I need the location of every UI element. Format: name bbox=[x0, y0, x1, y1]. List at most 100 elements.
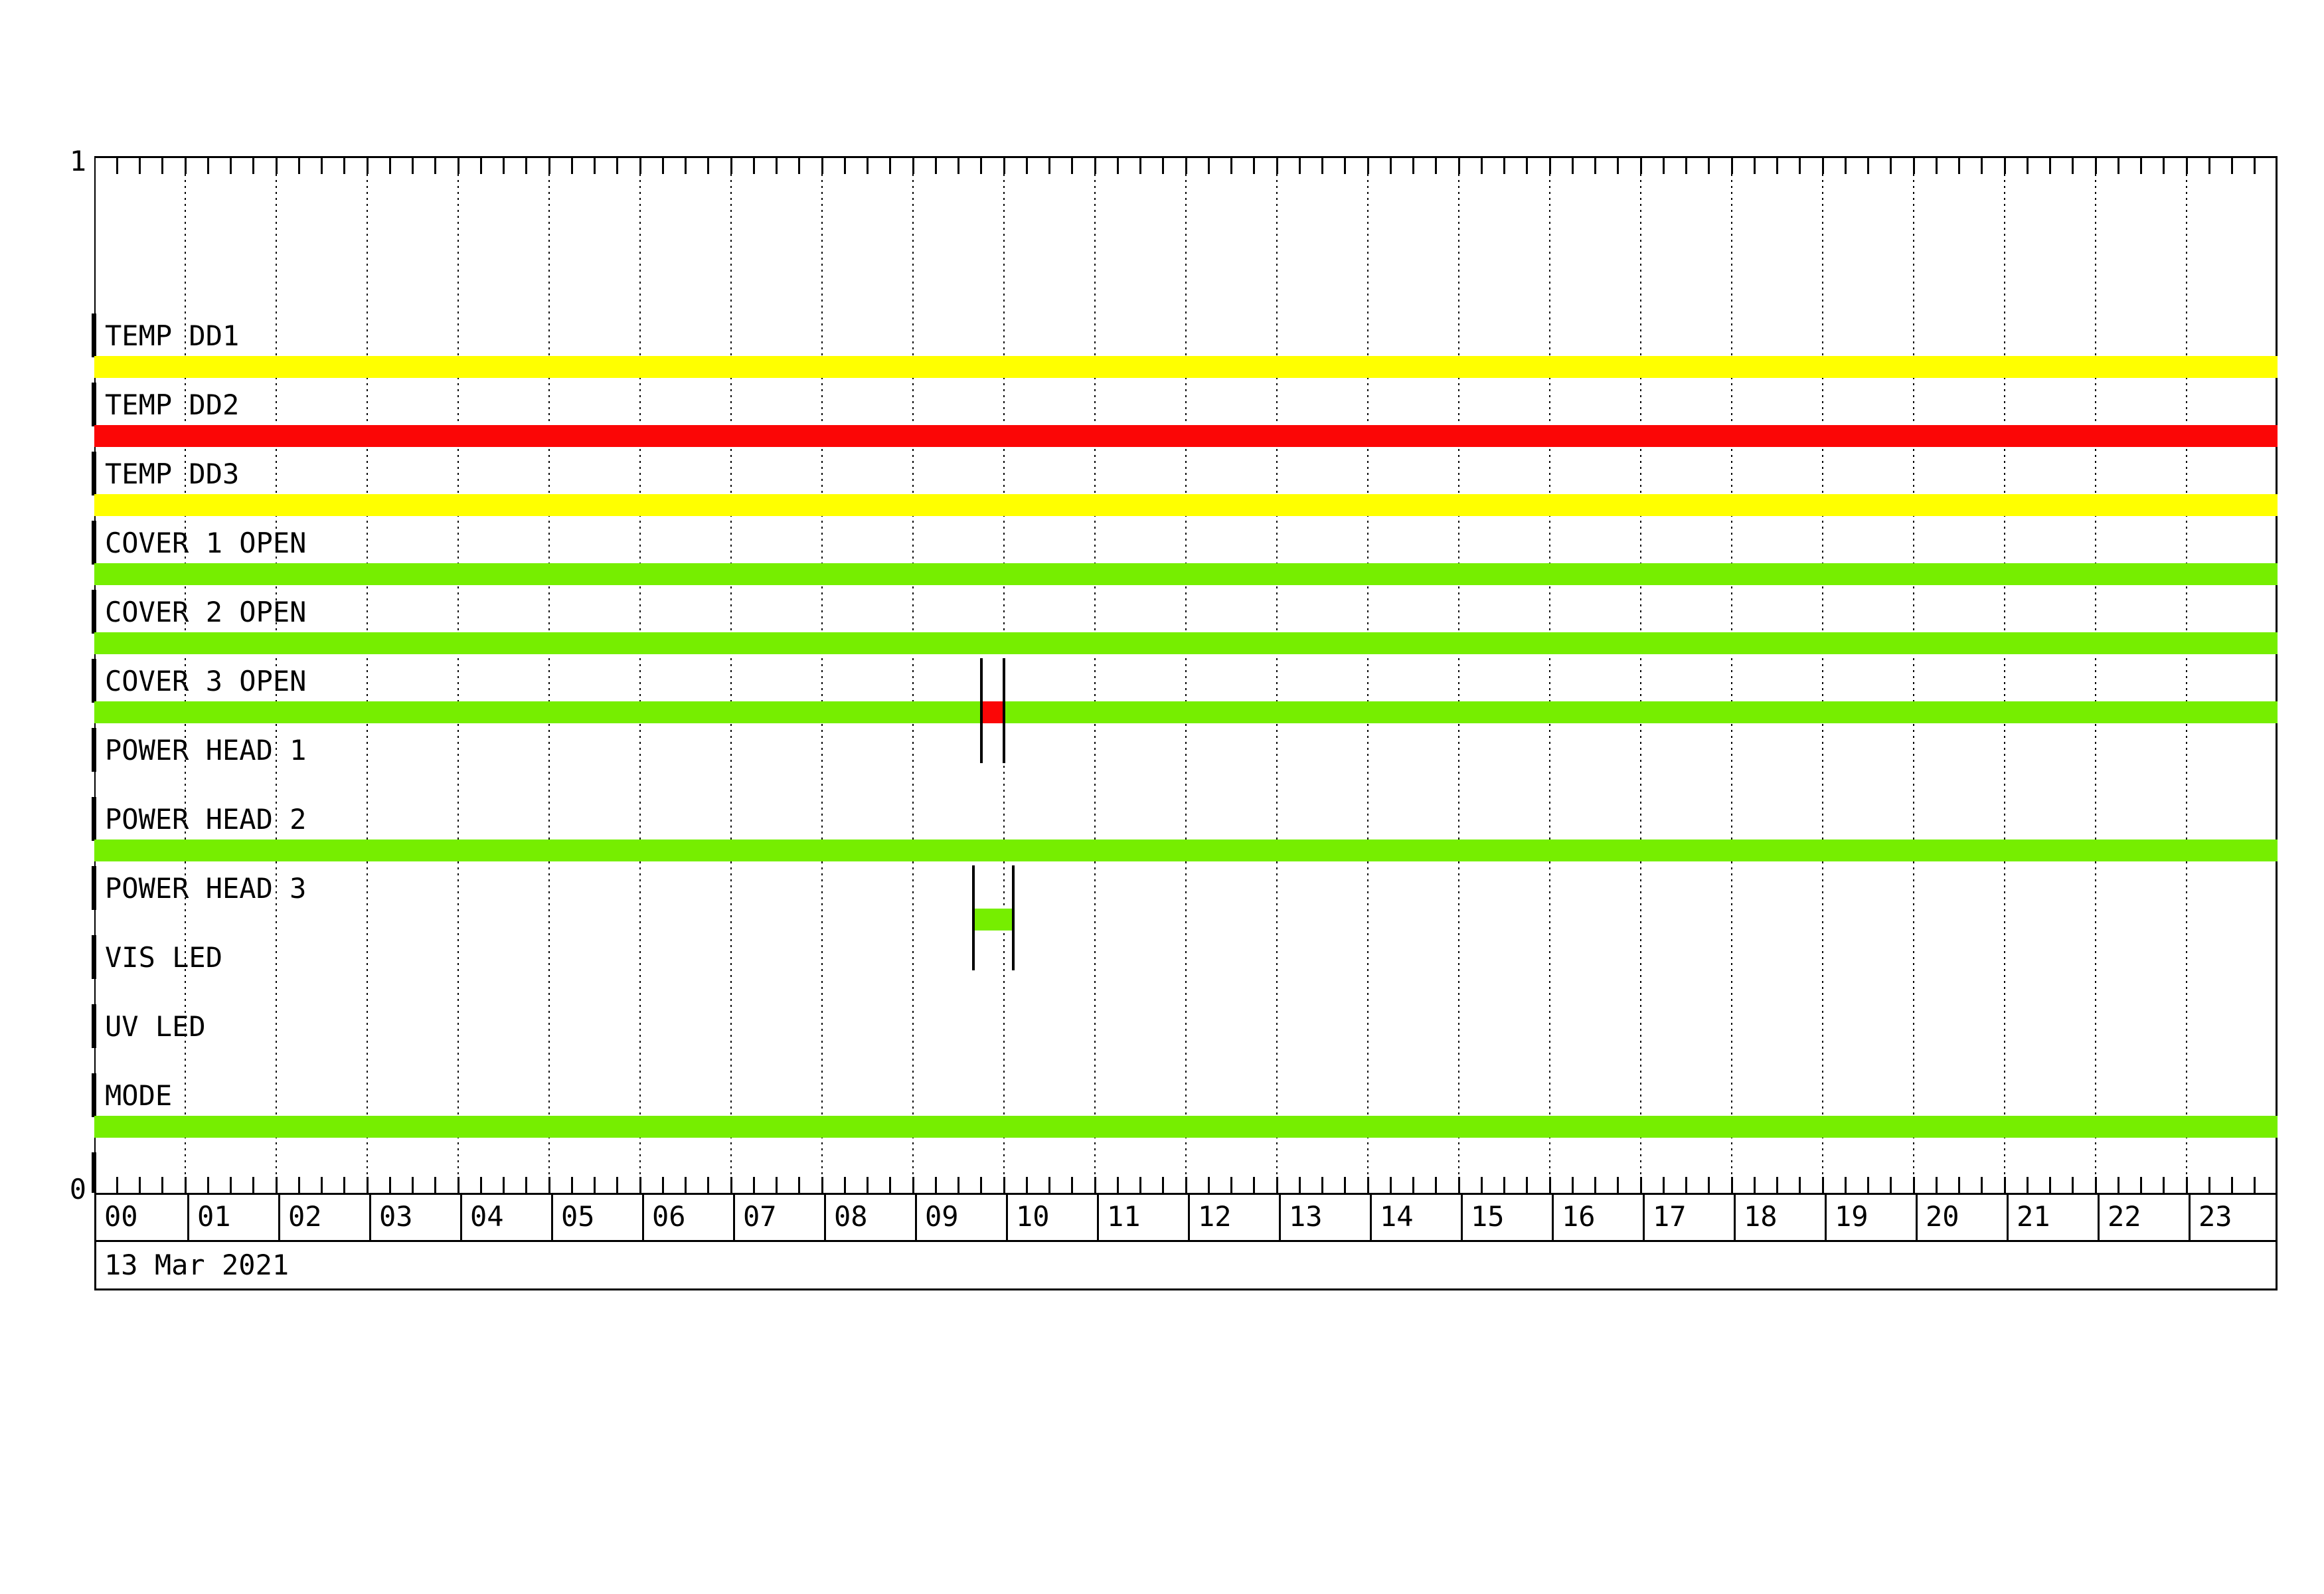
hour-gridline bbox=[1458, 156, 1459, 1195]
plot-area: TEMP DD1 TEMP DD2 TEMP DD3 COVER 1 OPEN COVE… bbox=[92, 156, 2278, 1195]
axis-tick-top bbox=[457, 158, 459, 174]
axis-tick-top bbox=[434, 158, 437, 174]
hour-label: 10 bbox=[1006, 1195, 1097, 1240]
row-start-tick bbox=[92, 313, 96, 357]
axis-tick-bottom bbox=[616, 1177, 619, 1193]
axis-tick-top bbox=[366, 158, 369, 174]
axis-tick-bottom bbox=[776, 1177, 778, 1193]
hour-label: 03 bbox=[369, 1195, 460, 1240]
axis-tick-bottom bbox=[1344, 1177, 1347, 1193]
axis-tick-bottom bbox=[2026, 1177, 2029, 1193]
hour-label: 21 bbox=[2007, 1195, 2098, 1240]
row-start-tick bbox=[92, 1073, 96, 1117]
axis-tick-bottom bbox=[2094, 1177, 2097, 1193]
axis-tick-top bbox=[1344, 158, 1347, 174]
hour-label: 01 bbox=[187, 1195, 278, 1240]
axis-tick-top bbox=[343, 158, 346, 174]
axis-tick-bottom bbox=[957, 1177, 959, 1193]
axis-tick-top bbox=[1503, 158, 1505, 174]
axis-tick-bottom bbox=[2231, 1177, 2233, 1193]
axis-tick-top bbox=[843, 158, 846, 174]
axis-tick-top bbox=[1708, 158, 1710, 174]
axis-tick-bottom bbox=[798, 1177, 801, 1193]
hour-gridline bbox=[2004, 156, 2005, 1195]
hour-label: 22 bbox=[2098, 1195, 2189, 1240]
hour-gridline bbox=[276, 156, 277, 1195]
axis-tick-top bbox=[1457, 158, 1460, 174]
axis-tick-bottom bbox=[1412, 1177, 1414, 1193]
axis-tick-top bbox=[752, 158, 755, 174]
axis-tick-top bbox=[685, 158, 687, 174]
status-bar-segment bbox=[94, 701, 981, 723]
hour-label: 09 bbox=[915, 1195, 1006, 1240]
timeline-row-label: COVER 2 OPEN bbox=[105, 596, 307, 628]
axis-tick-top bbox=[1958, 158, 1960, 174]
timeline-row-label: COVER 3 OPEN bbox=[105, 665, 307, 697]
row-start-tick bbox=[92, 383, 96, 426]
axis-tick-top bbox=[139, 158, 141, 174]
hour-axis-row: 00 01 02 03 04 05 06 07 08 09 10 11 12 13 14 15 16 17 18 19… bbox=[94, 1195, 2278, 1242]
axis-tick-top bbox=[1753, 158, 1756, 174]
axis-tick-bottom bbox=[184, 1177, 187, 1193]
date-box: 13 Mar 2021 bbox=[94, 1242, 2278, 1290]
timeline-row-label: TEMP DD1 bbox=[105, 319, 240, 352]
axis-tick-top bbox=[1617, 158, 1619, 174]
axis-tick-top bbox=[2185, 158, 2188, 174]
axis-tick-top bbox=[798, 158, 801, 174]
status-bar-segment bbox=[94, 1116, 2278, 1138]
status-bar-segment bbox=[94, 425, 2278, 447]
axis-tick-bottom bbox=[207, 1177, 209, 1193]
axis-tick-top bbox=[889, 158, 892, 174]
axis-tick-bottom bbox=[116, 1177, 118, 1193]
hour-label: 19 bbox=[1825, 1195, 1916, 1240]
axis-tick-top bbox=[2208, 158, 2210, 174]
hour-gridline bbox=[730, 156, 732, 1195]
axis-tick-top bbox=[616, 158, 619, 174]
axis-tick-top bbox=[503, 158, 505, 174]
axis-tick-top bbox=[1389, 158, 1392, 174]
hour-label: 12 bbox=[1188, 1195, 1279, 1240]
axis-tick-bottom bbox=[2254, 1177, 2256, 1193]
axis-tick-bottom bbox=[2140, 1177, 2142, 1193]
axis-tick-top bbox=[1253, 158, 1256, 174]
axis-tick-top bbox=[412, 158, 414, 174]
axis-tick-bottom bbox=[161, 1177, 164, 1193]
transition-tick bbox=[972, 865, 975, 970]
transition-tick bbox=[1003, 658, 1005, 763]
axis-tick-top bbox=[1890, 158, 1892, 174]
axis-tick-bottom bbox=[2185, 1177, 2188, 1193]
axis-tick-top bbox=[1776, 158, 1778, 174]
axis-tick-bottom bbox=[843, 1177, 846, 1193]
axis-tick-bottom bbox=[1730, 1177, 1733, 1193]
axis-tick-top bbox=[2117, 158, 2119, 174]
axis-tick-bottom bbox=[388, 1177, 391, 1193]
axis-tick-bottom bbox=[1389, 1177, 1392, 1193]
axis-tick-bottom bbox=[1844, 1177, 1847, 1193]
axis-tick-bottom bbox=[1276, 1177, 1278, 1193]
axis-tick-bottom bbox=[1298, 1177, 1301, 1193]
axis-tick-bottom bbox=[1071, 1177, 1074, 1193]
axis-tick-top bbox=[1003, 158, 1005, 174]
timeline-row-label: UV LED bbox=[105, 1010, 206, 1043]
axis-tick-top bbox=[388, 158, 391, 174]
axis-tick-bottom bbox=[1003, 1177, 1005, 1193]
hour-gridline bbox=[1731, 156, 1732, 1195]
axis-tick-top bbox=[1139, 158, 1141, 174]
axis-tick-bottom bbox=[1935, 1177, 1938, 1193]
row-start-tick bbox=[92, 521, 96, 565]
axis-tick-top bbox=[1094, 158, 1096, 174]
axis-tick-top bbox=[1912, 158, 1915, 174]
hour-label: 04 bbox=[460, 1195, 551, 1240]
status-bar-segment bbox=[94, 632, 2278, 654]
axis-tick-bottom bbox=[2208, 1177, 2210, 1193]
hour-label: 08 bbox=[824, 1195, 915, 1240]
axis-tick-top bbox=[2026, 158, 2029, 174]
axis-tick-top bbox=[776, 158, 778, 174]
axis-tick-bottom bbox=[1139, 1177, 1141, 1193]
hour-gridline bbox=[185, 156, 186, 1195]
axis-tick-bottom bbox=[912, 1177, 914, 1193]
axis-tick-bottom bbox=[1025, 1177, 1028, 1193]
axis-tick-top bbox=[1867, 158, 1869, 174]
axis-tick-top bbox=[1685, 158, 1687, 174]
